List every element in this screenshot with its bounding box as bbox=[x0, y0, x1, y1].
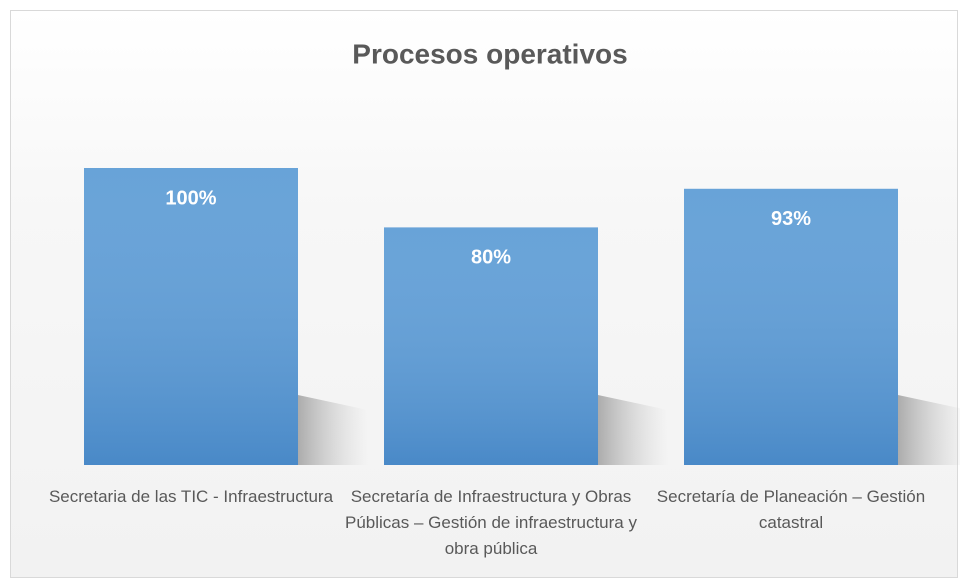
bar-shadow bbox=[298, 395, 368, 465]
bar-shading bbox=[684, 188, 898, 466]
data-label: 80% bbox=[471, 247, 511, 269]
chart-title: Procesos operativos bbox=[352, 38, 627, 69]
bar-shading bbox=[84, 168, 298, 465]
x-tick-label: Secretaría de Infraestructura y Obras Pú… bbox=[345, 487, 637, 558]
x-tick-label: Secretaria de las TIC - Infraestructura bbox=[48, 487, 334, 506]
bar-shadow bbox=[898, 395, 960, 465]
data-label: 93% bbox=[771, 208, 811, 230]
bar-shading bbox=[384, 227, 598, 465]
bar-shadow bbox=[598, 395, 668, 465]
x-tick-label: Secretaría de Planeación – Gestión catas… bbox=[656, 487, 926, 532]
data-label: 100% bbox=[165, 187, 216, 209]
